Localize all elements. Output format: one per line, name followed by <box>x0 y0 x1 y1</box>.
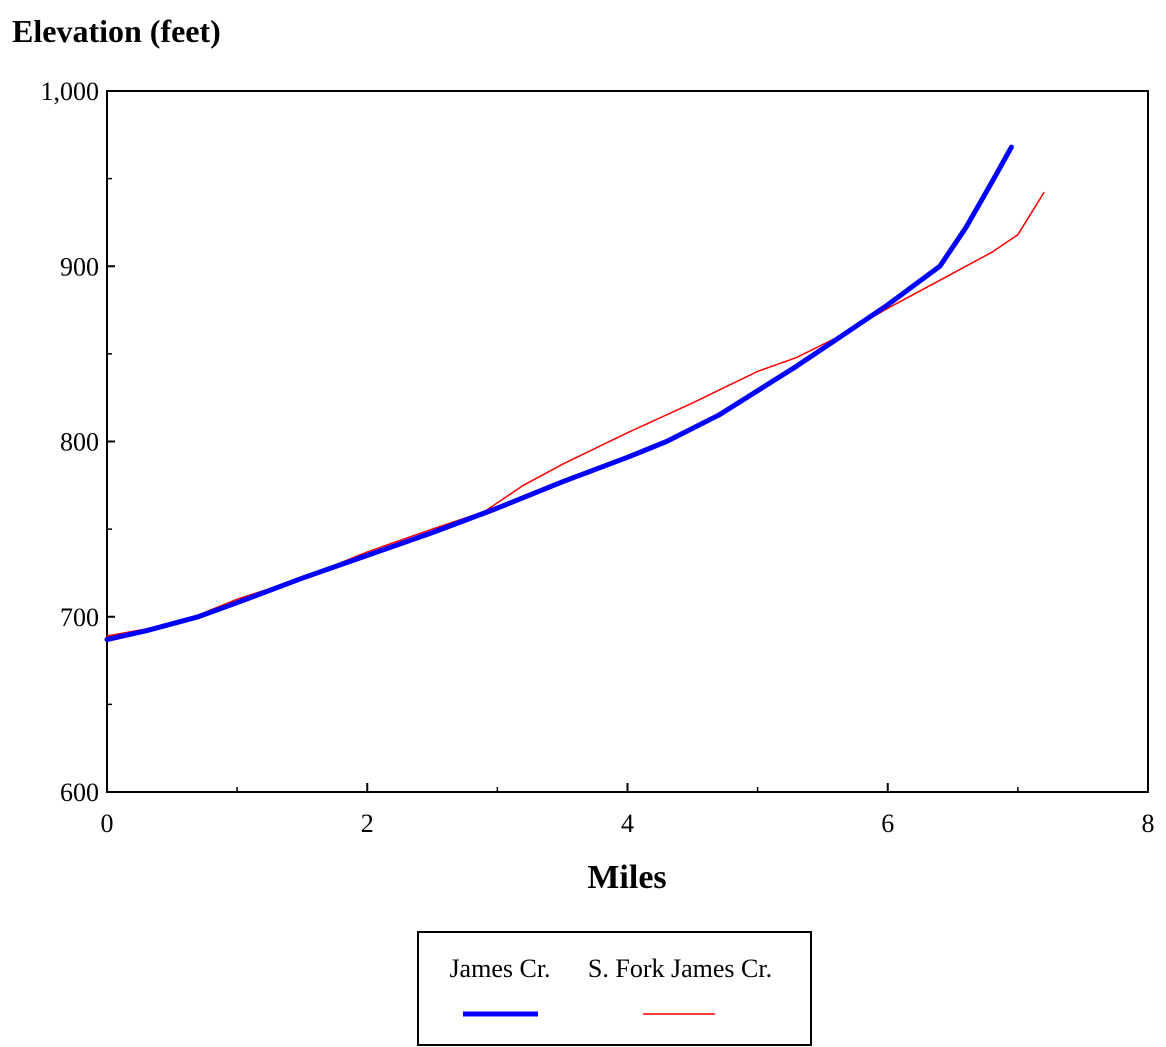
plot-area <box>106 90 1149 793</box>
y-tick-label: 900 <box>60 252 99 281</box>
x-axis-title: Miles <box>587 859 666 896</box>
series-layer <box>104 144 1045 642</box>
legend-label-james-cr: James Cr. <box>449 954 550 983</box>
x-tick-label: 8 <box>1142 809 1155 838</box>
series-line-james-cr <box>104 144 1014 642</box>
y-tick-label: 600 <box>60 778 99 807</box>
legend-box <box>417 931 812 1046</box>
x-axis-ticks: 0 2 4 6 8 <box>101 783 1155 838</box>
legend-label-s-fork-james-cr: S. Fork James Cr. <box>588 954 772 983</box>
x-tick-label: 0 <box>101 809 114 838</box>
y-axis-ticks: 600 700 800 900 1,000 <box>41 77 115 807</box>
y-tick-label: 800 <box>60 428 99 457</box>
series-line-s-fork-james-cr <box>106 191 1045 637</box>
y-axis-title: Elevation (feet) <box>12 13 221 49</box>
x-tick-label: 2 <box>361 809 374 838</box>
legend: James Cr. S. Fork James Cr. <box>417 931 812 1046</box>
y-tick-label: 1,000 <box>41 77 100 106</box>
x-tick-label: 6 <box>881 809 894 838</box>
y-tick-label: 700 <box>60 603 99 632</box>
x-tick-label: 4 <box>621 809 634 838</box>
